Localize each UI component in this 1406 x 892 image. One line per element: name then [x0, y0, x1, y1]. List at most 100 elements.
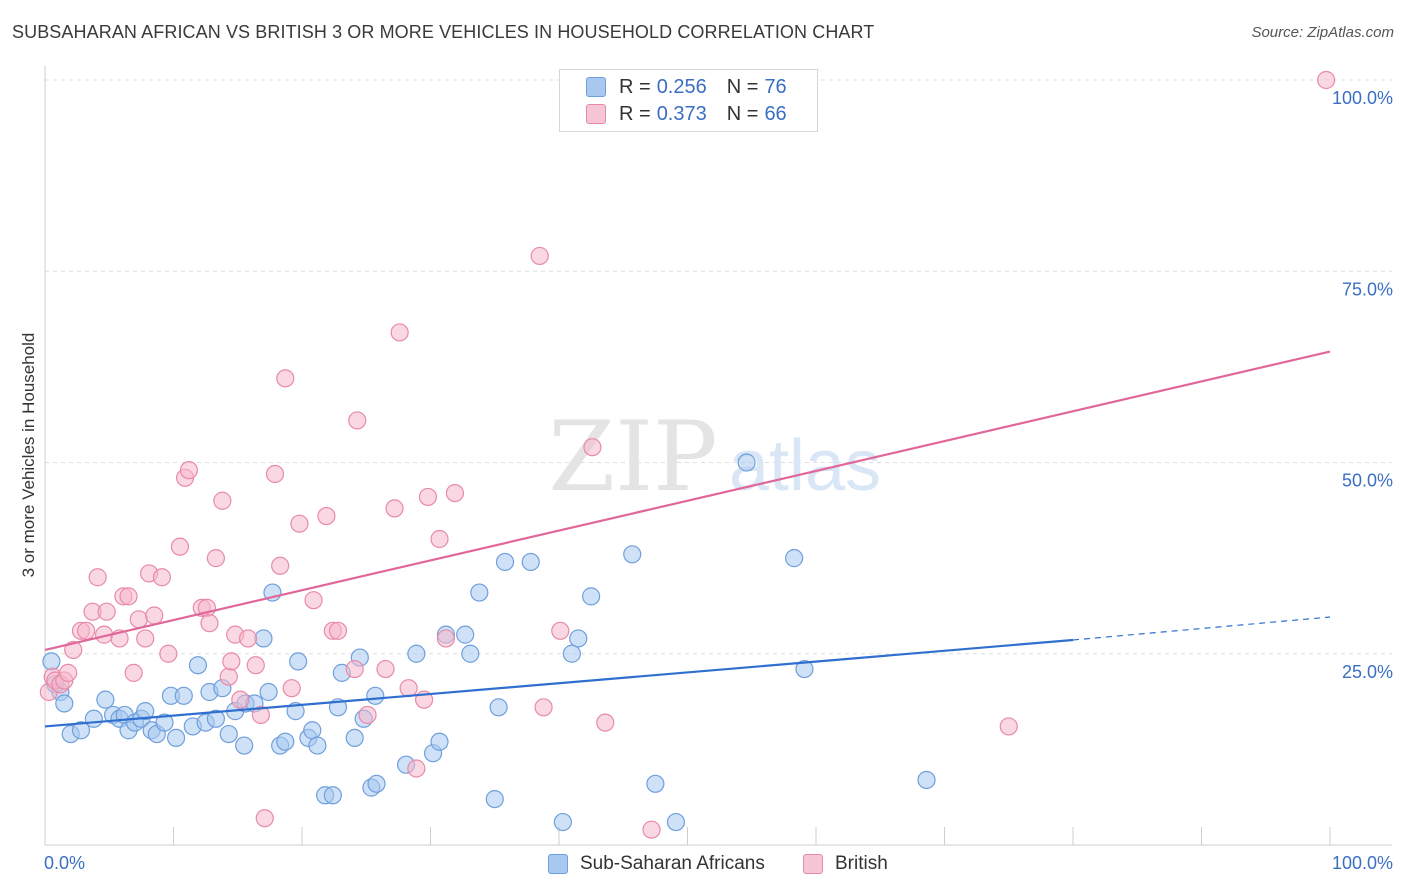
british-point: [376, 659, 395, 679]
stats-legend: R = 0.256 N = 76 R = 0.373 N = 66: [559, 69, 818, 132]
subsaharan-point: [582, 587, 601, 606]
british-point: [317, 506, 336, 526]
british-point: [77, 621, 96, 640]
subsaharan-point: [219, 724, 238, 744]
subsaharan-point: [136, 702, 155, 721]
british-point: [282, 679, 301, 698]
subsaharan-point: [235, 736, 254, 755]
chart-title: SUBSAHARAN AFRICAN VS BRITISH 3 OR MORE …: [12, 22, 875, 42]
british-point: [551, 621, 570, 640]
subsaharan-point: [366, 686, 385, 705]
british-point: [124, 663, 143, 682]
british-point: [145, 606, 164, 625]
legend-row-subsaharan: R = 0.256 N = 76: [586, 74, 787, 100]
x-tick-label: 100.0%: [1332, 853, 1393, 873]
subsaharan-point: [666, 812, 686, 832]
british-trend-line: [44, 350, 1331, 651]
british-point: [399, 679, 418, 698]
subsaharan-point: [569, 629, 588, 648]
grid: [45, 79, 1392, 655]
british-point: [385, 499, 404, 518]
subsaharan-point: [521, 552, 540, 572]
british-point: [64, 640, 83, 660]
subsaharan-point: [407, 644, 426, 663]
legend-n-value: 76: [764, 75, 787, 98]
british-point: [213, 491, 232, 510]
british-point: [119, 587, 138, 606]
subsaharan-point: [166, 728, 186, 748]
subsaharan-point: [623, 545, 642, 564]
british-point: [430, 529, 449, 549]
subsaharan-point: [461, 644, 480, 663]
legend-swatch-british: [803, 854, 823, 874]
british-point: [219, 667, 238, 686]
axes: [44, 66, 1392, 846]
y-axis-label: 3 or more Vehicles in Household: [19, 333, 38, 578]
series-subsaharan-points: [42, 453, 936, 832]
legend-label-british: British: [835, 853, 888, 874]
subsaharan-point: [553, 812, 572, 832]
british-point: [265, 464, 285, 484]
subsaharan-trend-extension: [1072, 616, 1331, 641]
british-point: [642, 820, 661, 839]
british-point: [246, 656, 265, 675]
subsaharan-point: [795, 659, 814, 679]
subsaharan-point: [303, 721, 322, 740]
legend-r-label: R =: [619, 102, 651, 125]
british-point: [206, 549, 226, 568]
british-point: [328, 621, 348, 640]
series-british-points: [39, 70, 1336, 839]
british-point: [136, 629, 155, 648]
x-tick-labels: 0.0% 100.0%: [44, 853, 1393, 873]
british-point: [345, 659, 364, 679]
british-point: [304, 591, 323, 610]
subsaharan-point: [84, 709, 103, 728]
british-point: [583, 438, 602, 457]
subsaharan-point: [367, 774, 386, 793]
british-point: [271, 556, 290, 575]
british-point: [407, 759, 426, 778]
british-point: [159, 644, 178, 663]
legend-label-subsaharan: Sub-Saharan Africans: [580, 853, 765, 874]
subsaharan-point: [55, 694, 74, 713]
y-tick-label: 100.0%: [1332, 88, 1393, 108]
british-point: [88, 568, 107, 587]
trend-lines: [44, 350, 1331, 728]
british-point: [999, 717, 1018, 736]
subsaharan-point: [456, 625, 475, 644]
legend-item-british[interactable]: British: [803, 851, 888, 877]
legend-r-value: 0.256: [656, 75, 707, 98]
legend-swatch-subsaharan: [548, 854, 568, 874]
british-point: [534, 698, 553, 717]
british-point: [276, 369, 295, 388]
british-point: [390, 323, 409, 342]
y-tick-label: 25.0%: [1342, 662, 1393, 682]
y-tick-labels: 25.0% 50.0% 75.0% 100.0%: [1332, 88, 1393, 682]
british-point: [97, 602, 116, 621]
y-tick-label: 75.0%: [1342, 279, 1393, 299]
watermark-zip: ZIP: [548, 401, 717, 513]
subsaharan-trend-line: [44, 638, 1074, 728]
subsaharan-point: [96, 690, 115, 709]
british-point: [179, 461, 199, 480]
subsaharan-point: [485, 789, 504, 809]
legend-r-value: 0.373: [656, 102, 707, 125]
british-point: [596, 713, 615, 732]
subsaharan-point: [430, 732, 449, 751]
subsaharan-point: [174, 686, 193, 705]
british-point: [200, 614, 219, 633]
british-point: [445, 484, 465, 503]
legend-item-subsaharan[interactable]: Sub-Saharan Africans: [548, 851, 765, 877]
british-point: [129, 610, 148, 629]
legend-swatch-subsaharan: [586, 77, 606, 97]
british-point: [152, 568, 172, 587]
british-point: [238, 629, 258, 648]
subsaharan-point: [155, 713, 174, 732]
british-point: [255, 809, 274, 828]
legend-n-label: N =: [726, 102, 759, 125]
subsaharan-point: [785, 549, 804, 568]
british-point: [231, 690, 250, 709]
legend-n-label: N =: [726, 75, 759, 98]
british-point: [222, 652, 241, 671]
